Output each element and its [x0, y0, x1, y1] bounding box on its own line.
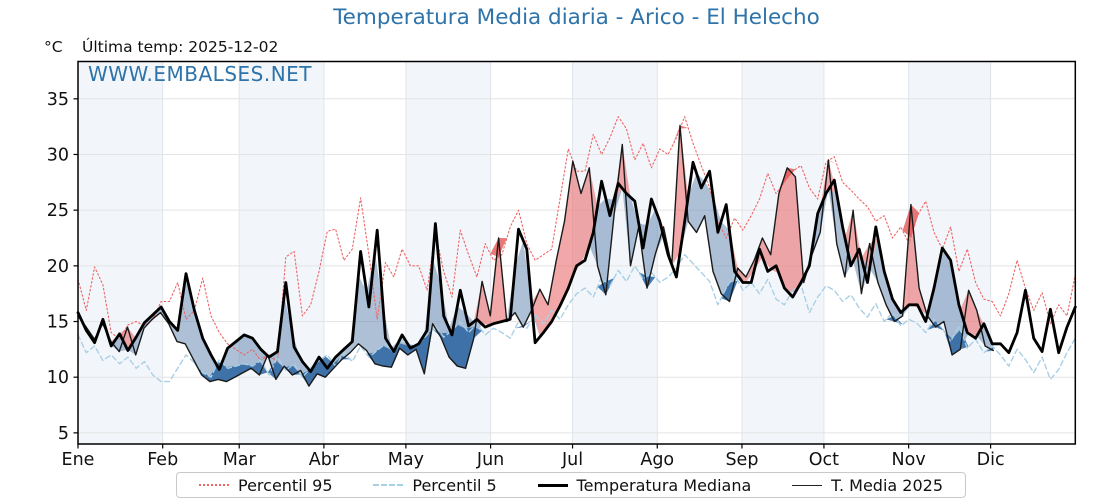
y-tick-label-5: 5	[58, 424, 69, 444]
x-tick-label-ene: Ene	[62, 450, 95, 470]
month-bands	[78, 61, 991, 444]
x-tick-label-sep: Sep	[725, 450, 758, 470]
y-tick-label-10: 10	[47, 368, 69, 388]
last-temp-label: Última temp: 2025-12-02	[82, 38, 279, 56]
legend-label-percentil95: Percentil 95	[238, 475, 333, 495]
y-axis-unit-label: °C	[44, 38, 63, 56]
y-tick-label-30: 30	[47, 145, 69, 165]
fill-below-median	[78, 173, 994, 387]
x-tick-label-ago: Ago	[640, 450, 674, 470]
p95-line	[77, 116, 1076, 363]
legend-label-percentil5: Percentil 5	[412, 475, 497, 495]
median-line-sample-icon	[537, 483, 568, 487]
legend-label-mediana: Temperatura Mediana	[576, 475, 752, 495]
plot-border	[77, 60, 1077, 445]
t2025-line	[77, 124, 994, 387]
x-tick-label-may: May	[388, 450, 424, 470]
legend-item-percentil95: Percentil 95	[199, 476, 333, 495]
axis-ticks	[73, 98, 992, 449]
legend-item-tmedia2025: T. Media 2025	[792, 476, 943, 495]
x-tick-label-dic: Dic	[977, 450, 1005, 470]
y-tick-label-35: 35	[47, 90, 69, 110]
median-line	[76, 160, 1077, 374]
x-tick-label-jul: Jul	[561, 450, 583, 470]
x-tick-label-abr: Abr	[309, 450, 340, 470]
fill-above-median	[78, 125, 994, 370]
page-title: Temperatura Media diaria - Arico - El He…	[333, 5, 820, 30]
y-tick-label-25: 25	[47, 201, 69, 221]
legend-item-mediana: Temperatura Mediana	[537, 475, 752, 495]
p5-line	[77, 253, 1077, 383]
y-tick-label-20: 20	[47, 257, 69, 277]
watermark: WWW.EMBALSES.NET	[88, 62, 313, 86]
x-tick-label-nov: Nov	[892, 450, 926, 470]
chart-legend: Percentil 95 Percentil 5 Temperatura Med…	[176, 472, 966, 498]
x-tick-label-mar: Mar	[223, 450, 257, 470]
y-tick-label-15: 15	[47, 313, 69, 333]
p95-line-sample-icon	[199, 484, 229, 486]
legend-item-percentil5: Percentil 5	[373, 475, 497, 495]
legend-label-tmedia2025: T. Media 2025	[831, 475, 943, 495]
x-axis-labels: Ene Feb Mar Abr May Jun Jul Ago Sep Oct Nov Dic	[62, 450, 1005, 470]
x-tick-label-oct: Oct	[809, 450, 839, 470]
y-axis-labels: 5 10 15 20 25 30 35	[47, 90, 69, 444]
x-tick-label-jun: Jun	[476, 450, 504, 470]
x-tick-label-feb: Feb	[147, 450, 178, 470]
p5-line-sample-icon	[373, 484, 404, 486]
t2025-line-sample-icon	[792, 484, 823, 486]
